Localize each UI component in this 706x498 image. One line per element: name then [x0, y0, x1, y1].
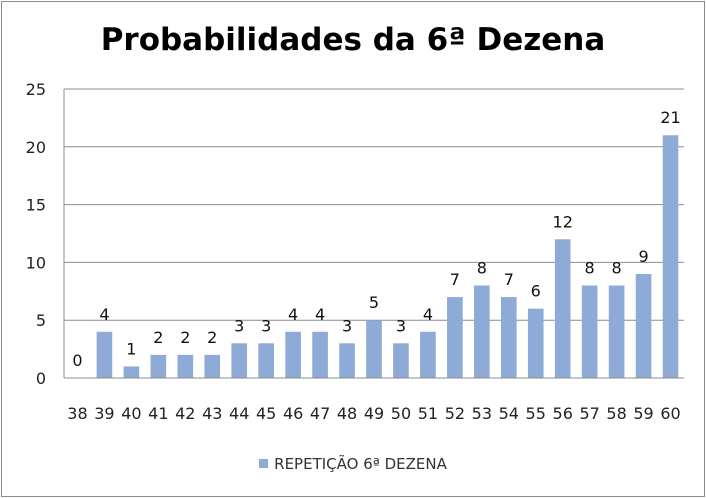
bar-56 [554, 239, 571, 378]
data-label-56: 12 [553, 212, 573, 231]
x-tick-label-42: 42 [175, 404, 195, 423]
bar-47 [312, 331, 328, 378]
y-axis: 0 5 10 15 20 25 [26, 80, 65, 388]
x-tick-label-49: 49 [364, 404, 384, 423]
legend-swatch [259, 459, 269, 468]
bar-46 [285, 331, 301, 378]
data-label-59: 9 [638, 247, 648, 266]
data-label-45: 3 [261, 316, 271, 335]
bar-43 [204, 354, 221, 378]
bar-57 [581, 285, 598, 378]
y-tick-label: 25 [26, 80, 46, 99]
bar-50 [393, 343, 409, 378]
x-tick-label-47: 47 [310, 404, 330, 423]
x-tick-label-44: 44 [229, 404, 249, 423]
x-tick-label-59: 59 [633, 404, 653, 423]
x-tick-label-58: 58 [606, 404, 626, 423]
gridlines [64, 88, 684, 321]
bar-52 [447, 297, 463, 378]
data-label-60: 21 [660, 108, 680, 127]
bar-44 [231, 343, 248, 378]
bar-41 [150, 354, 167, 378]
bar-49 [366, 320, 382, 378]
bar-54 [500, 297, 517, 378]
y-tick-label: 10 [26, 253, 46, 272]
x-tick-label-46: 46 [283, 404, 303, 423]
bar-55 [527, 308, 544, 378]
bar-45 [258, 343, 274, 378]
data-label-46: 4 [288, 305, 298, 324]
data-label-55: 6 [531, 282, 541, 301]
bar-53 [474, 285, 490, 378]
x-tick-label-50: 50 [391, 404, 411, 423]
bar-42 [177, 354, 194, 378]
data-label-57: 8 [585, 259, 595, 278]
data-label-39: 4 [99, 305, 109, 324]
x-tick-label-51: 51 [418, 404, 438, 423]
x-tick-label-38: 38 [67, 404, 87, 423]
data-label-41: 2 [153, 328, 163, 347]
data-label-50: 3 [396, 316, 406, 335]
data-label-43: 2 [207, 328, 217, 347]
data-label-40: 1 [126, 339, 136, 358]
bar-51 [420, 331, 436, 378]
data-label-42: 2 [180, 328, 190, 347]
x-tick-label-52: 52 [445, 404, 465, 423]
chart-title: Probabilidades da 6ª Dezena [100, 22, 606, 58]
x-tick-label-60: 60 [660, 404, 680, 423]
data-label-52: 7 [450, 270, 460, 289]
x-tick-label-57: 57 [579, 404, 599, 423]
x-tick-label-43: 43 [202, 404, 222, 423]
data-label-58: 8 [612, 259, 622, 278]
x-tick-label-55: 55 [526, 404, 546, 423]
x-tick-label-53: 53 [472, 404, 492, 423]
data-label-48: 3 [342, 316, 352, 335]
bars [96, 135, 679, 378]
x-axis: 38 39 40 41 42 43 44 45 46 47 48 49 50 51 52 53 54 55 56 57… [64, 377, 684, 423]
legend: REPETIÇÃO 6ª DEZENA [0, 455, 706, 473]
bar-59 [635, 273, 652, 378]
data-label-47: 4 [315, 305, 325, 324]
bar-60 [662, 135, 679, 378]
data-label-38: 0 [72, 351, 82, 370]
data-label-44: 3 [234, 316, 244, 335]
bar-40 [123, 366, 140, 378]
y-tick-label: 15 [26, 196, 46, 215]
bar-58 [608, 285, 625, 378]
legend-label: REPETIÇÃO 6ª DEZENA [274, 455, 447, 473]
x-tick-label-39: 39 [94, 404, 114, 423]
bar-48 [339, 343, 355, 378]
data-label-51: 4 [423, 305, 433, 324]
data-label-49: 5 [369, 293, 379, 312]
x-tick-label-41: 41 [148, 404, 168, 423]
y-tick-label: 20 [26, 138, 46, 157]
x-tick-label-48: 48 [337, 404, 357, 423]
x-tick-label-54: 54 [499, 404, 519, 423]
y-tick-label: 0 [36, 369, 46, 388]
x-tick-label-45: 45 [256, 404, 276, 423]
data-label-53: 8 [477, 259, 487, 278]
bar-39 [96, 331, 113, 378]
x-tick-label-40: 40 [121, 404, 141, 423]
x-tick-label-56: 56 [553, 404, 573, 423]
y-tick-label: 5 [36, 311, 46, 330]
data-label-54: 7 [504, 270, 514, 289]
